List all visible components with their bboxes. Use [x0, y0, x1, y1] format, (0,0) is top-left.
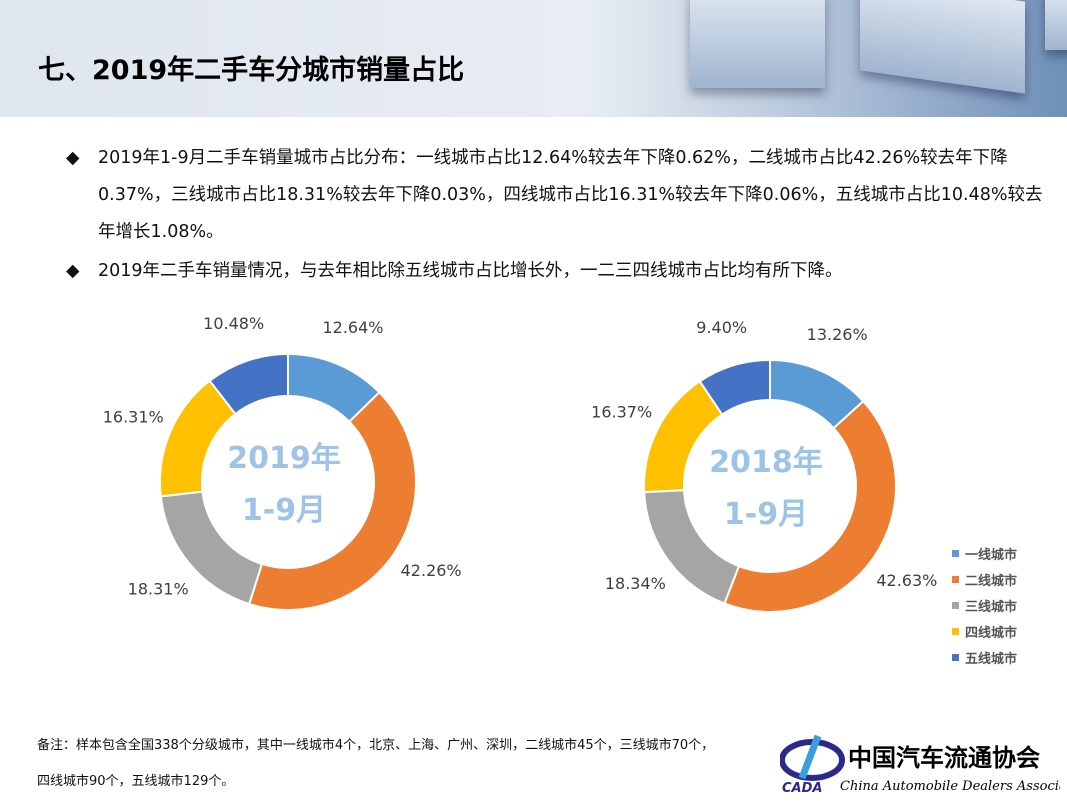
data-label: 10.48% [203, 314, 264, 333]
legend-swatch [952, 575, 959, 583]
decorative-cube [1045, 0, 1067, 50]
decorative-cube [690, 0, 825, 88]
legend-swatch [952, 549, 959, 557]
legend-label: 三线城市 [965, 599, 1018, 615]
legend-swatch [952, 601, 959, 609]
legend-item: 五线城市 [952, 644, 1017, 670]
donut-slice-2 [247, 390, 417, 611]
data-label: 9.40% [696, 318, 747, 337]
donut-slice-5 [698, 358, 771, 416]
legend-label: 四线城市 [965, 625, 1018, 641]
bullet-item: ◆ 2019年1-9月二手车销量城市占比分布：一线城市占比12.64%较去年下降… [66, 140, 1046, 251]
data-label: 18.34% [605, 574, 666, 593]
svg-text:中国汽车流通协会: 中国汽车流通协会 [848, 743, 1040, 772]
center-label: 2018年 [709, 445, 823, 480]
bullet-item: ◆ 2019年二手车销量情况，与去年相比除五线城市占比增长外，一二三四线城市占比… [66, 253, 1046, 290]
data-label: 42.63% [876, 571, 937, 590]
center-label: 1-9月 [724, 497, 808, 532]
legend-label: 一线城市 [965, 547, 1018, 563]
data-label: 42.26% [401, 561, 462, 580]
data-label: 16.31% [103, 408, 164, 427]
diamond-icon: ◆ [66, 148, 80, 168]
center-label: 2019年 [227, 441, 341, 476]
data-label: 12.64% [322, 318, 383, 337]
legend-item: 一线城市 [952, 540, 1017, 566]
cada-logo: CADA 中国汽车流通协会 China Automobile Dealers A… [779, 730, 1067, 799]
svg-text:China Automobile Dealers Assoc: China Automobile Dealers Association [840, 779, 1060, 794]
legend-label: 五线城市 [965, 651, 1018, 667]
chart-legend: 一线城市二线城市三线城市四线城市五线城市 [952, 540, 1017, 670]
donut-slice-5 [208, 352, 289, 416]
svg-text:CADA: CADA [782, 781, 822, 795]
data-label: 13.26% [807, 325, 868, 344]
donut-slice-2 [723, 399, 897, 613]
center-label: 1-9月 [242, 493, 326, 528]
legend-label: 二线城市 [965, 573, 1018, 589]
data-label: 16.37% [591, 402, 652, 421]
bullet-text: 2019年1-9月二手车销量城市占比分布：一线城市占比12.64%较去年下降0.… [98, 148, 1043, 242]
legend-item: 二线城市 [952, 566, 1017, 592]
legend-item: 三线城市 [952, 592, 1017, 618]
legend-swatch [952, 627, 959, 635]
legend-swatch [952, 653, 959, 661]
data-label: 18.31% [128, 580, 189, 599]
header-banner [0, 0, 1067, 117]
legend-item: 四线城市 [952, 618, 1017, 644]
footnote: 备注：样本包含全国338个分级城市，其中一线城市4个，北京、上海、广州、深圳，二… [37, 738, 715, 789]
diamond-icon: ◆ [66, 261, 80, 281]
page-title: 七、2019年二手车分城市销量占比 [38, 55, 465, 86]
bullet-text: 2019年二手车销量情况，与去年相比除五线城市占比增长外，一二三四线城市占比均有… [98, 261, 843, 281]
